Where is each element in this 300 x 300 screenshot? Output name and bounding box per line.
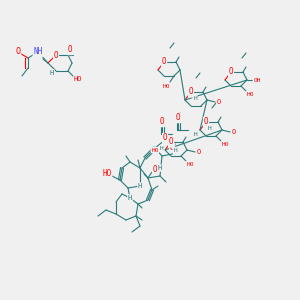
Text: O: O: [68, 46, 72, 55]
Text: O: O: [153, 166, 157, 175]
Text: H: H: [128, 195, 132, 201]
Text: HO: HO: [102, 169, 112, 178]
Text: OH: OH: [253, 77, 261, 83]
Text: H: H: [208, 125, 212, 130]
Text: H: H: [50, 70, 54, 76]
Text: O: O: [217, 99, 221, 105]
Text: O: O: [16, 47, 20, 56]
Text: O: O: [162, 58, 166, 67]
Text: O: O: [189, 88, 193, 97]
Text: O: O: [170, 143, 174, 152]
Text: H: H: [193, 95, 197, 101]
Text: O: O: [54, 50, 58, 59]
Text: HO: HO: [151, 148, 159, 152]
Text: O: O: [229, 68, 233, 76]
Text: H: H: [160, 146, 164, 151]
Text: O: O: [176, 113, 180, 122]
Text: O: O: [232, 129, 236, 135]
Text: HO: HO: [221, 142, 229, 146]
Text: O: O: [229, 68, 233, 76]
Text: HO: HO: [162, 83, 170, 88]
Text: O: O: [162, 58, 166, 67]
Text: H: H: [173, 148, 177, 152]
Text: O: O: [169, 137, 173, 146]
Text: O: O: [163, 134, 167, 142]
Text: HO: HO: [246, 92, 254, 97]
Text: HO: HO: [186, 161, 194, 166]
Text: O: O: [189, 88, 193, 97]
Text: O: O: [197, 149, 201, 155]
Text: O: O: [204, 118, 208, 127]
Text: O: O: [169, 137, 173, 146]
Text: H: H: [138, 183, 142, 189]
Text: NH: NH: [33, 47, 43, 56]
Text: H: H: [158, 165, 162, 171]
Text: O: O: [160, 118, 164, 127]
Text: HO: HO: [74, 76, 82, 82]
Text: H: H: [193, 131, 197, 136]
Text: O: O: [204, 118, 208, 127]
